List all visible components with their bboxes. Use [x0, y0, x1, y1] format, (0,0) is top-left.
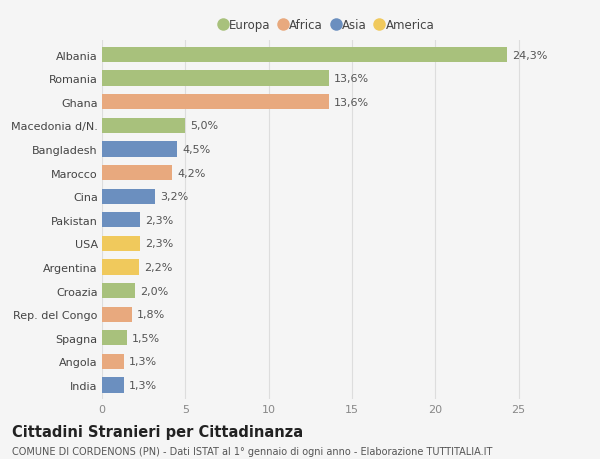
Legend: Europa, Africa, Asia, America: Europa, Africa, Asia, America: [220, 19, 434, 32]
Text: 4,5%: 4,5%: [182, 145, 210, 155]
Text: 13,6%: 13,6%: [334, 74, 369, 84]
Bar: [102, 378, 124, 393]
Text: 2,0%: 2,0%: [140, 286, 169, 296]
Text: 24,3%: 24,3%: [512, 50, 547, 61]
Bar: [102, 166, 172, 181]
Bar: [102, 283, 136, 299]
Text: 1,3%: 1,3%: [128, 357, 157, 367]
Text: 3,2%: 3,2%: [160, 192, 188, 202]
Bar: [102, 330, 127, 346]
Bar: [102, 118, 185, 134]
Bar: [102, 213, 140, 228]
Bar: [102, 260, 139, 275]
Text: 1,8%: 1,8%: [137, 309, 165, 319]
Bar: [102, 71, 329, 87]
Bar: [102, 142, 177, 157]
Bar: [102, 236, 140, 252]
Bar: [102, 48, 507, 63]
Text: Cittadini Stranieri per Cittadinanza: Cittadini Stranieri per Cittadinanza: [12, 425, 303, 440]
Bar: [102, 354, 124, 369]
Text: 2,2%: 2,2%: [143, 263, 172, 273]
Text: COMUNE DI CORDENONS (PN) - Dati ISTAT al 1° gennaio di ogni anno - Elaborazione : COMUNE DI CORDENONS (PN) - Dati ISTAT al…: [12, 446, 493, 456]
Text: 2,3%: 2,3%: [145, 215, 173, 225]
Bar: [102, 95, 329, 110]
Bar: [102, 307, 132, 322]
Text: 2,3%: 2,3%: [145, 239, 173, 249]
Bar: [102, 189, 155, 204]
Text: 1,5%: 1,5%: [132, 333, 160, 343]
Text: 13,6%: 13,6%: [334, 98, 369, 107]
Text: 5,0%: 5,0%: [190, 121, 218, 131]
Text: 4,2%: 4,2%: [177, 168, 205, 178]
Text: 1,3%: 1,3%: [128, 380, 157, 390]
